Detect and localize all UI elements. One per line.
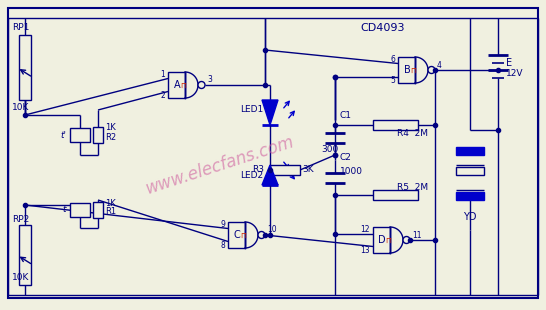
- Bar: [70, 128, 90, 142]
- Text: A: A: [174, 80, 180, 90]
- Text: 5: 5: [390, 76, 395, 85]
- Text: 1K: 1K: [105, 123, 116, 132]
- Bar: [93, 202, 103, 218]
- Circle shape: [258, 232, 265, 238]
- Text: ⊓: ⊓: [385, 236, 391, 245]
- Text: RP1: RP1: [12, 24, 29, 33]
- Text: 12: 12: [360, 225, 370, 234]
- Text: R1: R1: [105, 207, 116, 216]
- Bar: [93, 127, 103, 143]
- Bar: [398, 57, 415, 83]
- Text: YD: YD: [463, 212, 477, 222]
- Text: 1: 1: [160, 70, 165, 79]
- Text: 4: 4: [437, 60, 442, 69]
- Bar: [19, 35, 31, 100]
- Text: 300: 300: [321, 145, 339, 154]
- Bar: [168, 72, 185, 98]
- Text: C1: C1: [340, 110, 352, 119]
- Circle shape: [403, 237, 410, 243]
- Text: 12V: 12V: [506, 69, 524, 78]
- Bar: [228, 222, 245, 248]
- Text: 10K: 10K: [12, 273, 29, 282]
- Bar: [456, 147, 484, 155]
- Text: 11: 11: [412, 231, 422, 240]
- Bar: [372, 120, 418, 130]
- Bar: [456, 192, 484, 200]
- Text: R5  2M: R5 2M: [397, 183, 428, 192]
- Text: 13: 13: [360, 246, 370, 255]
- Text: 2: 2: [160, 91, 165, 100]
- Text: LED1: LED1: [240, 105, 263, 114]
- Bar: [270, 165, 300, 175]
- Text: C2: C2: [340, 153, 352, 162]
- Polygon shape: [262, 165, 278, 185]
- Text: R2: R2: [105, 132, 116, 141]
- Bar: [456, 167, 484, 175]
- Text: 1K: 1K: [105, 198, 116, 207]
- Text: 6: 6: [390, 55, 395, 64]
- Text: t: t: [62, 206, 66, 215]
- Text: ⊓: ⊓: [240, 231, 246, 240]
- Text: ⊓: ⊓: [410, 65, 416, 74]
- Circle shape: [198, 82, 205, 88]
- Text: 10: 10: [267, 225, 277, 234]
- Bar: [372, 190, 418, 200]
- Bar: [70, 203, 90, 217]
- Circle shape: [428, 67, 435, 73]
- Text: 3K: 3K: [302, 166, 313, 175]
- Text: B: B: [403, 65, 411, 75]
- Text: LED2: LED2: [240, 170, 263, 179]
- Text: E: E: [506, 58, 512, 68]
- Bar: [19, 225, 31, 285]
- Polygon shape: [262, 100, 278, 125]
- Text: D: D: [378, 235, 386, 245]
- Text: t': t': [60, 131, 66, 140]
- Text: 3: 3: [207, 76, 212, 85]
- Text: C: C: [234, 230, 240, 240]
- Bar: [373, 227, 390, 253]
- Text: ⊓: ⊓: [180, 81, 186, 90]
- Text: RP2: RP2: [12, 215, 29, 224]
- Text: 8: 8: [220, 241, 225, 250]
- Text: 9: 9: [220, 220, 225, 229]
- Text: R4  2M: R4 2M: [397, 129, 428, 138]
- Text: 10K: 10K: [12, 103, 29, 112]
- Text: www.elecfans.com: www.elecfans.com: [144, 132, 296, 197]
- Text: 1000: 1000: [340, 167, 363, 176]
- Text: R3: R3: [252, 166, 264, 175]
- Text: CD4093: CD4093: [360, 23, 405, 33]
